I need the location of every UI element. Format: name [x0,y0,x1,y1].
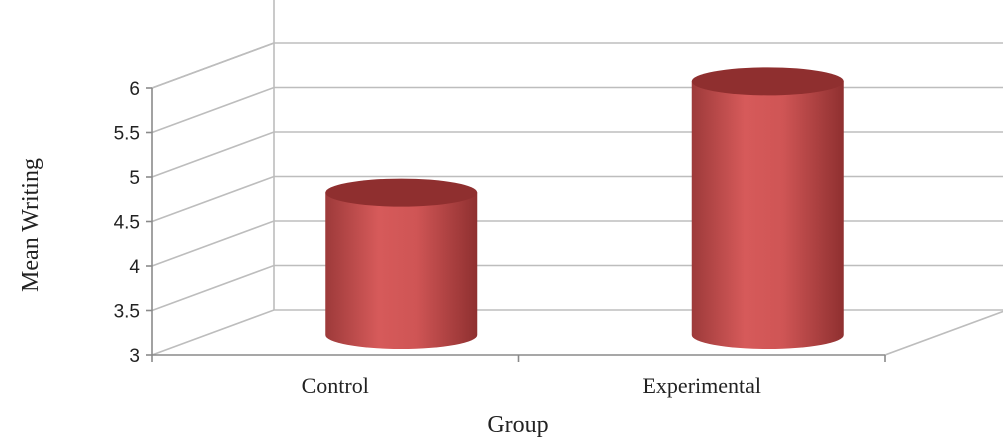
x-tick-labels: Control Experimental [302,373,761,398]
y-tick-label: 5 [129,168,140,189]
x-tick-label: Control [302,373,369,398]
gridline [151,175,1003,223]
bar-body [325,192,478,349]
gridline [151,264,1003,312]
y-tick-label: 4 [129,257,140,278]
y-tick-label: 4.5 [114,213,140,234]
y-tick-label: 3.5 [114,302,140,323]
x-axis-title: Group [487,412,548,438]
y-tick-label: 6 [129,79,140,100]
gridline [151,86,1003,134]
gridlines [151,0,1003,356]
floor-right-edge [884,310,1003,356]
axes [146,87,886,362]
y-tick-label: 3 [129,346,140,367]
y-tick-labels: 3 3.5 4 4.5 5 5.5 6 [114,79,141,367]
y-axis-title: Mean Writing [18,158,44,292]
x-tick-label: Experimental [642,373,761,398]
bar-control [325,178,478,349]
gridline [151,220,1003,267]
bars [325,67,844,349]
bar-body [691,81,844,349]
y-tick-label: 5.5 [114,124,140,145]
gridline [151,42,1003,89]
gridline [151,131,1003,178]
bar-top [325,178,478,207]
gridline [151,42,275,89]
bar-experimental [691,67,844,349]
floor-back-edge [151,309,1003,356]
bar-top [691,67,844,96]
